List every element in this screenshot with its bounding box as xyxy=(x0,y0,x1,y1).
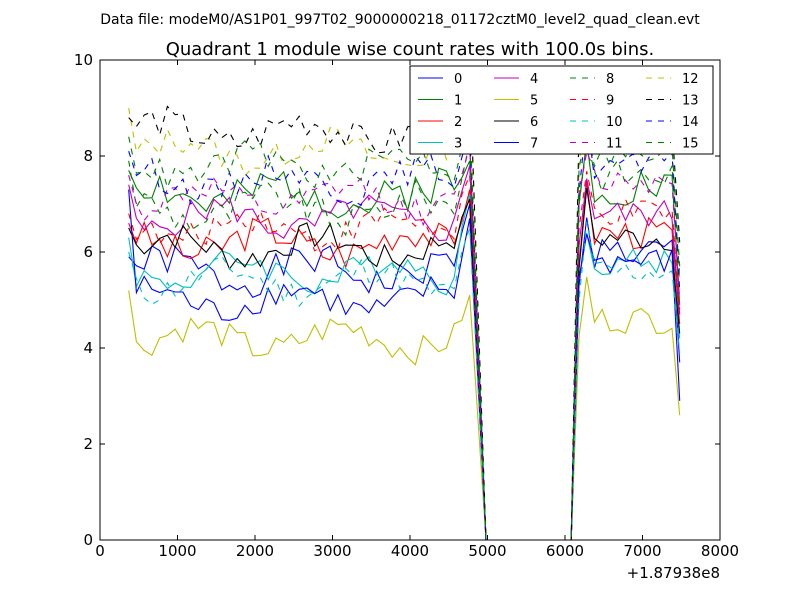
series-line-8 xyxy=(128,140,681,540)
x-tick-label: 2000 xyxy=(236,542,274,560)
legend-label-13: 13 xyxy=(682,94,699,109)
y-tick-label: 4 xyxy=(83,339,93,357)
legend-label-3: 3 xyxy=(454,137,462,152)
series-line-1 xyxy=(128,140,681,540)
chart-title: Quadrant 1 module wise count rates with … xyxy=(166,39,655,60)
x-tick-label: 5000 xyxy=(468,542,506,560)
series-line-2 xyxy=(128,181,681,540)
x-tick-label: 4000 xyxy=(391,542,429,560)
legend-label-0: 0 xyxy=(454,72,462,87)
series-line-7 xyxy=(128,189,681,540)
series-layer xyxy=(128,69,681,540)
legend-label-11: 11 xyxy=(606,137,623,152)
series-line-9 xyxy=(128,171,681,540)
series-line-10 xyxy=(128,221,681,540)
series-line-12 xyxy=(128,79,681,540)
y-tick-label: 0 xyxy=(83,531,93,549)
legend-label-9: 9 xyxy=(606,94,614,109)
x-tick-label: 3000 xyxy=(313,542,351,560)
legend-label-4: 4 xyxy=(530,72,538,87)
legend-label-8: 8 xyxy=(606,72,614,87)
legend-label-7: 7 xyxy=(530,137,538,152)
y-tick-label: 8 xyxy=(83,147,93,165)
legend-label-15: 15 xyxy=(682,137,699,152)
x-tick-label: 0 xyxy=(95,542,105,560)
x-tick-label: 8000 xyxy=(701,542,739,560)
legend-label-6: 6 xyxy=(530,115,538,130)
suptitle: Data file: modeM0/AS1P01_997T02_90000002… xyxy=(100,12,700,28)
legend-box xyxy=(409,65,714,155)
series-line-5 xyxy=(128,276,681,540)
x-tick-label: 7000 xyxy=(623,542,661,560)
x-tick-label: 6000 xyxy=(546,542,584,560)
y-tick-label: 6 xyxy=(83,243,93,261)
legend-label-12: 12 xyxy=(682,72,699,87)
x-offset-label: +1.87938e8 xyxy=(627,564,720,582)
legend-label-2: 2 xyxy=(454,115,462,130)
y-tick-label: 10 xyxy=(74,51,93,69)
legend-label-5: 5 xyxy=(530,94,538,109)
series-line-14 xyxy=(128,115,681,540)
series-line-0 xyxy=(128,203,681,540)
legend-label-1: 1 xyxy=(454,94,462,109)
series-line-6 xyxy=(128,188,681,540)
x-tick-label: 1000 xyxy=(158,542,196,560)
y-tick-label: 2 xyxy=(83,435,93,453)
legend-label-10: 10 xyxy=(606,115,623,130)
series-line-11 xyxy=(128,146,681,540)
legend-label-14: 14 xyxy=(682,115,699,130)
